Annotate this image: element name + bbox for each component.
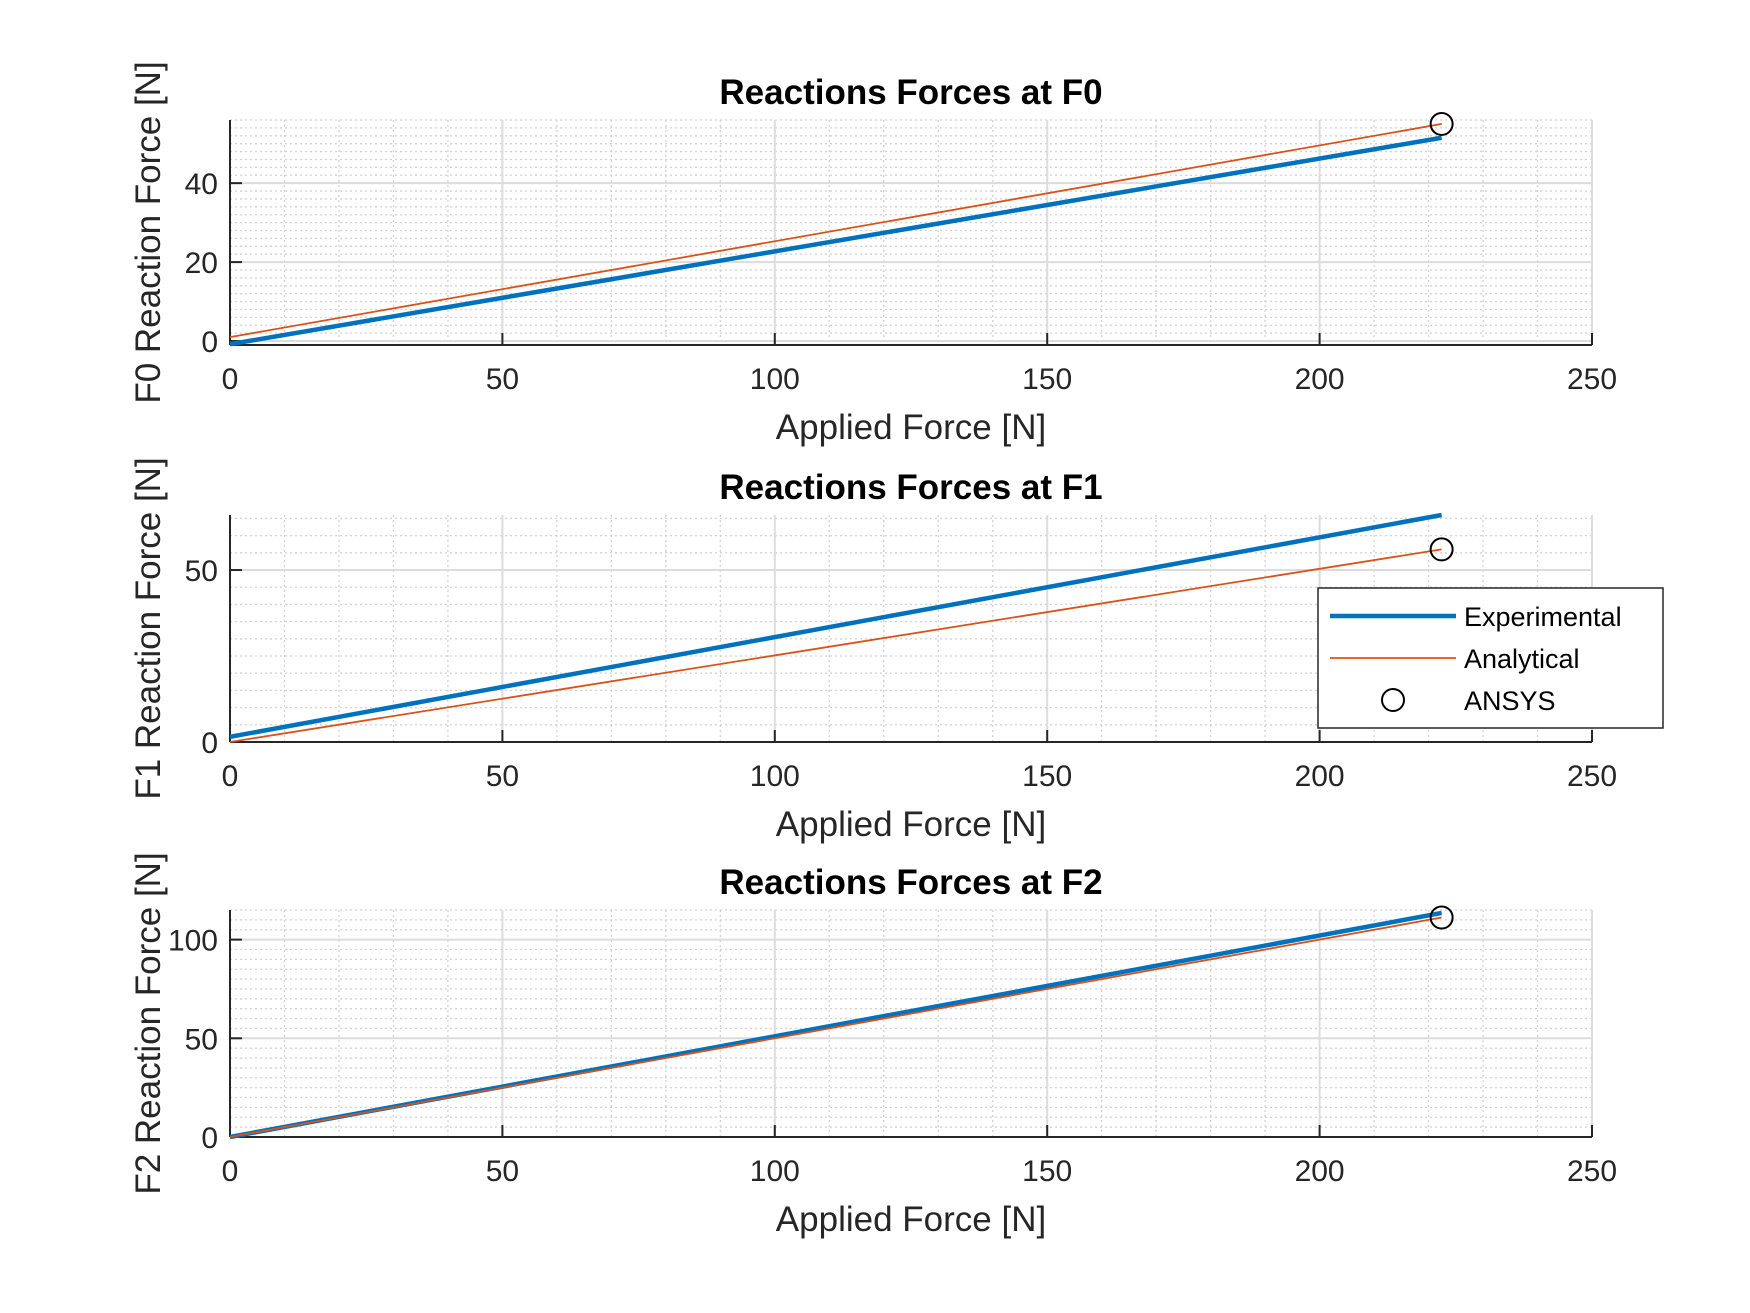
legend: Experimental Analytical ANSYS (1317, 587, 1664, 729)
x-tick-label: 200 (1295, 363, 1345, 396)
x-tick-label: 50 (486, 1155, 519, 1188)
x-tick-label: 250 (1567, 760, 1617, 793)
legend-marker-icon (1381, 688, 1405, 712)
x-tick-label: 150 (1022, 760, 1072, 793)
x-tick-label: 0 (222, 760, 239, 793)
series-line-analytical (229, 916, 1442, 1138)
y-tick-label: 20 (185, 247, 218, 280)
y-tick-label: 50 (185, 555, 218, 588)
x-axis-label: Applied Force [N] (776, 1200, 1046, 1239)
x-tick-label: 100 (750, 363, 800, 396)
major-grid (229, 120, 1593, 345)
x-tick-label: 150 (1022, 1155, 1072, 1188)
x-axis-label: Applied Force [N] (776, 408, 1046, 447)
minor-grid (229, 909, 1593, 1138)
x-axis-label: Applied Force [N] (776, 805, 1046, 844)
x-tick-label: 250 (1567, 363, 1617, 396)
chart-title: Reactions Forces at F0 (719, 73, 1102, 112)
y-tick-label: 40 (185, 168, 218, 201)
legend-label: Experimental (1464, 602, 1622, 632)
subplot-2: 0 50 100 150 200 250 0 50 100 Reactions Forces at… (129, 852, 1617, 1239)
y-tick-label: 0 (201, 326, 218, 359)
minor-grid (229, 119, 1593, 345)
chart-title: Reactions Forces at F1 (719, 468, 1102, 507)
series-line-experimental (229, 512, 1443, 740)
series-line-analytical (229, 548, 1442, 743)
legend-label: ANSYS (1464, 686, 1556, 716)
ansys-marker (1429, 905, 1454, 930)
x-tick-label: 100 (750, 1155, 800, 1188)
subplot-0: 0 50 100 150 200 250 0 20 40 Reactions Forces at … (129, 61, 1617, 447)
y-axis-label: F0 Reaction Force [N] (129, 61, 168, 403)
y-tick-label: 0 (201, 727, 218, 760)
y-tick-label: 50 (185, 1023, 218, 1056)
y-tick-label: 100 (168, 925, 218, 958)
subplot-1: 0 50 100 150 200 250 0 50 Reactions Forces at F1… (129, 457, 1664, 844)
series-line-experimental (229, 135, 1443, 347)
ansys-marker (1429, 537, 1454, 562)
x-tick-label: 0 (222, 363, 239, 396)
series-line-analytical (229, 123, 1442, 338)
x-tick-label: 200 (1295, 1155, 1345, 1188)
chart-title: Reactions Forces at F2 (719, 863, 1102, 902)
legend-label: Analytical (1464, 644, 1580, 674)
ansys-marker (1429, 111, 1454, 136)
x-tick-label: 50 (486, 760, 519, 793)
y-axis-label: F2 Reaction Force [N] (129, 852, 168, 1194)
x-tick-label: 150 (1022, 363, 1072, 396)
x-tick-label: 200 (1295, 760, 1345, 793)
x-tick-label: 0 (222, 1155, 239, 1188)
x-tick-label: 100 (750, 760, 800, 793)
x-tick-label: 50 (486, 363, 519, 396)
y-axis-label: F1 Reaction Force [N] (129, 457, 168, 799)
major-grid (229, 910, 1593, 1138)
y-tick-label: 0 (201, 1122, 218, 1155)
x-tick-label: 250 (1567, 1155, 1617, 1188)
